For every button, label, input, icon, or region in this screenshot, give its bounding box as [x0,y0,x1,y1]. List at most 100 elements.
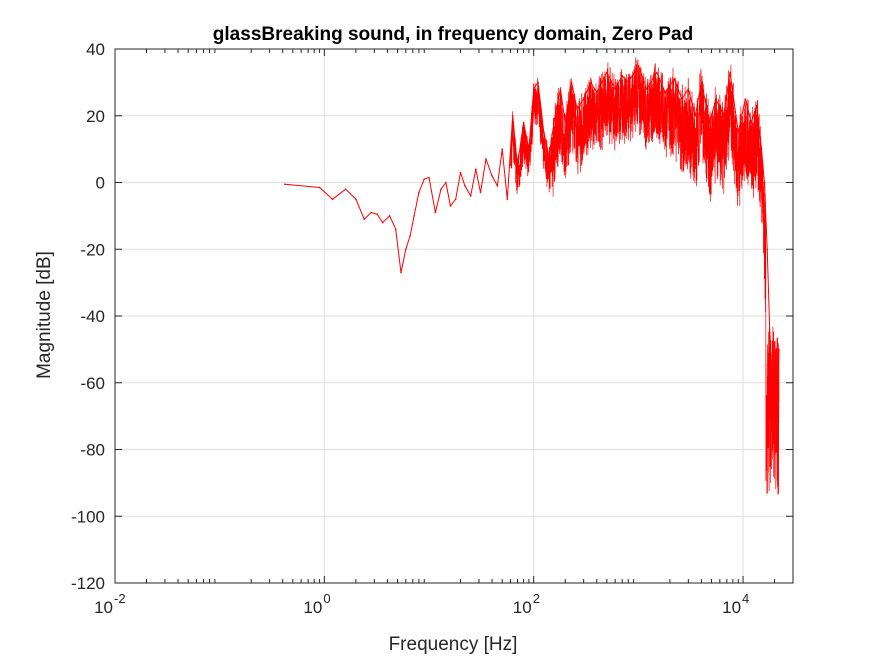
data-point [318,186,321,189]
data-point [576,108,578,110]
data-point [501,148,504,150]
data-point [511,115,514,117]
x-axis-label: Frequency [Hz] [389,634,518,655]
data-point [729,71,731,74]
data-point [532,88,535,90]
data-point [766,248,768,251]
data-point [637,64,640,67]
data-point [423,178,426,180]
x-tick-base: 10 [722,598,741,617]
chart-title: glassBreaking sound, in frequency domain… [213,24,693,45]
data-point [428,176,430,179]
y-tick-labels: 40 20 0 -20 -40 -60 -80 -100 -120 [71,40,105,593]
series-noise [510,57,780,495]
data-point [284,183,286,185]
data-point [445,181,447,184]
data-point [737,131,740,134]
data-point [621,74,623,77]
data-point [763,181,766,184]
series-layer [284,57,780,495]
data-point [409,235,411,237]
data-point [370,211,373,214]
data-point [331,198,334,200]
data-point [645,88,648,90]
x-tick-labels: 10 -2 10 0 10 2 10 4 [94,591,749,617]
data-point [496,185,499,187]
data-point [715,98,717,100]
y-tick-label: 0 [96,174,105,193]
data-point [459,171,462,174]
data-point [363,218,366,220]
data-point [614,88,616,90]
tick-marks [114,48,794,584]
data-point [454,198,457,200]
data-point [773,365,776,367]
data-point [750,121,753,124]
data-point [543,131,545,134]
x-tick-exponent: 0 [323,591,330,606]
x-tick-label: 10 0 [303,591,330,617]
y-tick-label: -120 [71,574,105,593]
data-point [400,271,402,274]
data-point [548,155,550,157]
data-point [491,175,493,177]
data-point [664,91,666,94]
data-point [449,205,452,207]
data-point [405,248,407,251]
data-point [381,221,384,224]
data-point [388,215,391,217]
data-point [708,121,711,124]
data-point [700,81,703,84]
data-point [673,78,675,80]
data-point [434,211,437,214]
y-tick-label: -80 [80,441,105,460]
data-point [771,382,773,384]
data-point [464,185,466,187]
x-tick-label: 10 4 [722,591,749,617]
data-point [755,104,758,107]
data-point [528,148,530,150]
y-axis-label: Magnitude [dB] [34,251,55,379]
data-point [344,188,347,190]
x-tick-label: 10 -2 [94,591,125,617]
series-line [284,64,780,417]
data-point [475,168,477,170]
x-tick-base: 10 [303,598,322,617]
data-point [479,191,482,194]
data-point [413,215,415,217]
x-tick-base: 10 [513,598,532,617]
data-point [537,81,539,84]
data-point [418,191,420,194]
data-point [681,98,683,100]
y-tick-label: -40 [80,307,105,326]
y-tick-label: 20 [86,107,105,126]
x-tick-label: 10 2 [513,591,540,617]
data-point [627,81,629,84]
data-point [582,98,585,100]
y-tick-label: -20 [80,240,105,259]
data-point [570,81,573,84]
data-point [516,165,519,167]
data-point [694,115,697,117]
data-point [376,213,379,215]
data-point [760,148,763,150]
data-point [554,115,556,117]
data-point [589,81,592,84]
y-tick-label: -60 [80,374,105,393]
data-point [606,71,608,74]
x-tick-exponent: 2 [533,591,540,606]
data-point [440,188,442,190]
data-point [522,121,525,124]
data-point [776,415,778,417]
data-point [469,195,472,197]
data-point [656,71,658,74]
y-tick-label: 40 [86,40,105,59]
data-point [722,115,725,117]
data-point [595,91,598,94]
x-tick-exponent: -2 [114,591,126,606]
data-point [559,88,562,90]
x-tick-exponent: 4 [742,591,749,606]
data-point [687,88,690,90]
